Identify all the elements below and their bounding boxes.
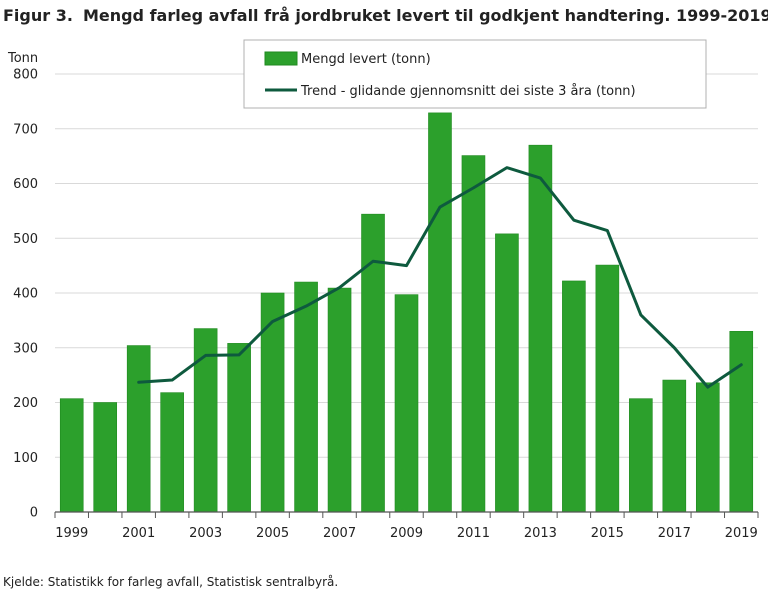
bar [461,155,486,513]
bar [562,280,586,513]
y-tick-label: 200 [13,396,38,411]
bar [59,398,84,513]
bar [361,213,385,513]
bar [495,233,519,513]
legend: Mengd levert (tonn) Trend - glidande gje… [243,39,707,109]
legend-bar-swatch [264,51,298,66]
legend-bar-label: Mengd levert (tonn) [301,52,431,67]
x-tick-label: 2013 [524,526,557,541]
bar [260,292,285,513]
bar-line-chart: Tonn 0 100 200 300 400 500 600 700 800 1999 2001 2… [7,39,759,541]
x-tick-label: 2005 [256,526,289,541]
bar [695,382,720,513]
y-axis-label: Tonn [7,51,38,66]
bar [528,144,553,513]
bar [126,345,151,513]
bar [729,331,754,513]
x-tick-label: 2007 [323,526,356,541]
source-note: Kjelde: Statistikk for farleg avfall, St… [3,575,339,589]
bar [227,343,251,513]
y-tick-label: 300 [13,341,38,356]
trend-series [137,166,743,389]
y-tick-label: 100 [13,451,38,466]
bar [327,287,352,513]
legend-box [243,39,707,109]
x-tick-label: 2011 [457,526,490,541]
x-tick-label: 2003 [189,526,222,541]
y-tick-label: 400 [13,287,38,302]
x-tick-label: 2015 [591,526,624,541]
bar-series [59,112,754,513]
x-tick-label: 1999 [55,526,88,541]
y-tick-label: 600 [13,177,38,192]
x-tick-label: 2009 [390,526,423,541]
y-tick-label: 700 [13,122,38,137]
figure-title: Mengd farleg avfall frå jordbruket lever… [82,6,768,25]
bar [93,402,118,513]
legend-line-label: Trend - glidande gjennomsnitt dei siste … [300,84,636,99]
bar [662,379,687,513]
bar [629,398,653,513]
bar [160,392,184,513]
y-axis: Tonn 0 100 200 300 400 500 600 700 800 [7,51,38,521]
trend-line [137,166,743,389]
x-tick-label: 2019 [725,526,758,541]
bar [428,112,452,513]
figure-label: Figur 3. [3,6,73,25]
bar [595,264,620,513]
y-tick-label: 800 [13,68,38,83]
x-tick-label: 2001 [122,526,155,541]
bar [294,281,318,513]
x-tick-label: 2017 [658,526,691,541]
y-tick-label: 0 [30,506,38,521]
y-tick-label: 500 [13,232,38,247]
chart-title: Figur 3. Mengd farleg avfall frå jordbruk… [3,6,768,25]
x-axis: 1999 2001 2003 2005 2007 2009 2011 2013 2015 2017… [54,511,759,541]
bar [394,294,419,513]
